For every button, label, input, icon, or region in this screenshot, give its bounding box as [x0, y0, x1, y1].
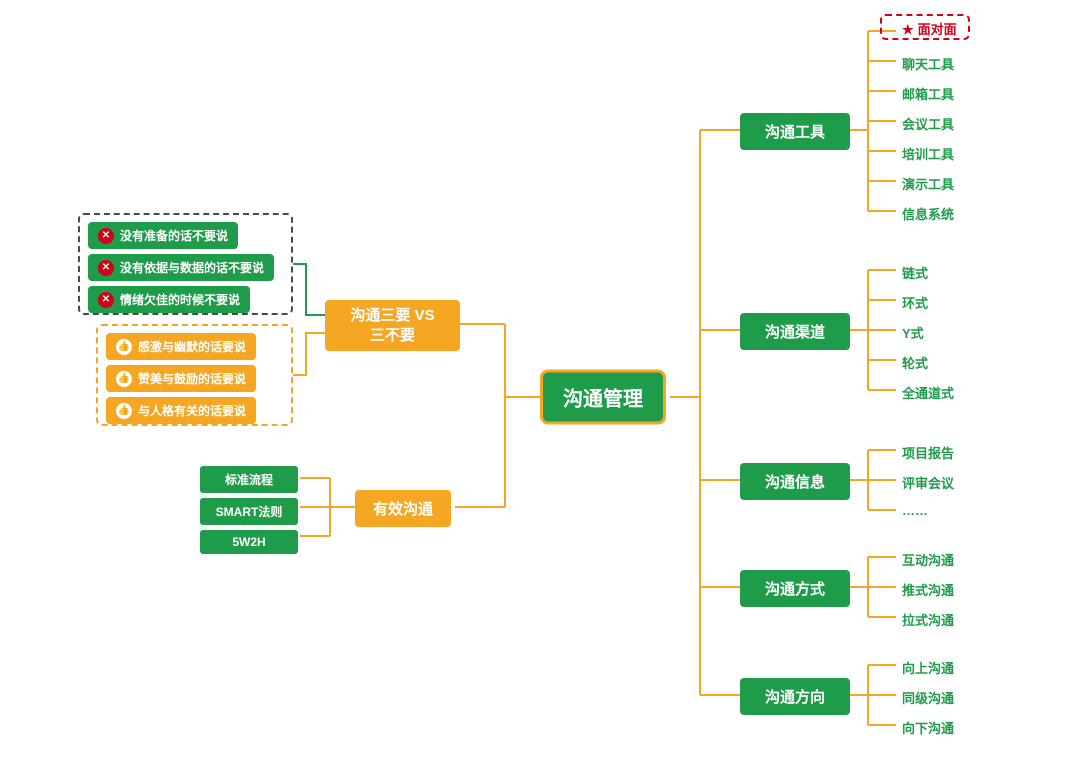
leaf-ch-1: 环式	[902, 293, 928, 312]
leaf-ch-2: Y式	[902, 323, 924, 342]
method-text-1: SMART法则	[216, 505, 283, 519]
branch-info-label: 沟通信息	[765, 471, 825, 492]
do-text-1: 赞美与鼓励的话要说	[138, 370, 246, 387]
method-2: 5W2H	[200, 530, 298, 554]
x-icon: ✕	[98, 260, 114, 276]
leaf-tools-3-text: 会议工具	[902, 117, 954, 132]
leaf-mode-0-text: 互动沟通	[902, 553, 954, 568]
thumb-icon: 👍	[116, 339, 132, 355]
leaf-dir-2: 向下沟通	[902, 718, 954, 737]
star-icon: ★	[902, 22, 914, 38]
leaf-tools-2: 邮箱工具	[902, 84, 954, 103]
leaf-ch-4-text: 全通道式	[902, 386, 954, 401]
branch-direction-label: 沟通方向	[765, 686, 825, 707]
branch-mode: 沟通方式	[740, 570, 850, 607]
branch-mode-label: 沟通方式	[765, 578, 825, 599]
leaf-info-1-text: 评审会议	[902, 476, 954, 491]
leaf-ch-3-text: 轮式	[902, 356, 928, 371]
branch-direction: 沟通方向	[740, 678, 850, 715]
leaf-tools-6-text: 信息系统	[902, 207, 954, 222]
method-1: SMART法则	[200, 498, 298, 525]
dont-pill-0: ✕ 没有准备的话不要说	[88, 222, 238, 249]
leaf-ch-0: 链式	[902, 263, 928, 282]
branch-channels-label: 沟通渠道	[765, 321, 825, 342]
leaf-tools-1-text: 聊天工具	[902, 57, 954, 72]
branch-tools: 沟通工具	[740, 113, 850, 150]
leaf-ch-3: 轮式	[902, 353, 928, 372]
leaf-ch-1-text: 环式	[902, 296, 928, 311]
leaf-dir-0-text: 向上沟通	[902, 661, 954, 676]
leaf-mode-2: 拉式沟通	[902, 610, 954, 629]
do-text-0: 感激与幽默的话要说	[138, 338, 246, 355]
leaf-info-2-text: ……	[902, 503, 928, 518]
three-line2: 三不要	[350, 326, 434, 346]
leaf-tools-5: 演示工具	[902, 174, 954, 193]
do-pill-1: 👍 赞美与鼓励的话要说	[106, 365, 256, 392]
method-0: 标准流程	[200, 466, 298, 493]
dont-text-0: 没有准备的话不要说	[120, 227, 228, 244]
leaf-info-2: ……	[902, 503, 928, 518]
leaf-tools-1: 聊天工具	[902, 54, 954, 73]
leaf-dir-1-text: 同级沟通	[902, 691, 954, 706]
do-pill-2: 👍 与人格有关的话要说	[106, 397, 256, 424]
leaf-info-0: 项目报告	[902, 443, 954, 462]
leaf-dir-2-text: 向下沟通	[902, 721, 954, 736]
leaf-tools-2-text: 邮箱工具	[902, 87, 954, 102]
leaf-mode-0: 互动沟通	[902, 550, 954, 569]
center-label: 沟通管理	[563, 383, 643, 412]
leaf-ch-2-text: Y式	[902, 326, 924, 341]
leaf-info-0-text: 项目报告	[902, 446, 954, 461]
dont-pill-2: ✕ 情绪欠佳的时候不要说	[88, 286, 250, 313]
branch-channels: 沟通渠道	[740, 313, 850, 350]
branch-info: 沟通信息	[740, 463, 850, 500]
branch-tools-label: 沟通工具	[765, 121, 825, 142]
branch-three-dos-donts: 沟通三要 VS 三不要	[325, 300, 460, 351]
do-text-2: 与人格有关的话要说	[138, 402, 246, 419]
three-line1: 沟通三要 VS	[350, 306, 434, 326]
x-icon: ✕	[98, 292, 114, 308]
dont-text-2: 情绪欠佳的时候不要说	[120, 291, 240, 308]
thumb-icon: 👍	[116, 371, 132, 387]
leaf-tools-0: ★ 面对面	[902, 19, 957, 38]
leaf-tools-4-text: 培训工具	[902, 147, 954, 162]
x-icon: ✕	[98, 228, 114, 244]
leaf-tools-6: 信息系统	[902, 204, 954, 223]
leaf-ch-0-text: 链式	[902, 266, 928, 281]
branch-effective: 有效沟通	[355, 490, 451, 527]
do-pill-0: 👍 感激与幽默的话要说	[106, 333, 256, 360]
leaf-mode-2-text: 拉式沟通	[902, 613, 954, 628]
leaf-tools-5-text: 演示工具	[902, 177, 954, 192]
leaf-tools-3: 会议工具	[902, 114, 954, 133]
effective-label: 有效沟通	[373, 498, 433, 519]
dont-pill-1: ✕ 没有依据与数据的话不要说	[88, 254, 274, 281]
leaf-mode-1: 推式沟通	[902, 580, 954, 599]
center-node: 沟通管理	[540, 370, 666, 425]
thumb-icon: 👍	[116, 403, 132, 419]
leaf-tools-0-text: 面对面	[918, 22, 957, 37]
method-text-0: 标准流程	[225, 473, 273, 487]
method-text-2: 5W2H	[232, 535, 265, 549]
dont-text-1: 没有依据与数据的话不要说	[120, 259, 264, 276]
leaf-dir-1: 同级沟通	[902, 688, 954, 707]
leaf-info-1: 评审会议	[902, 473, 954, 492]
leaf-ch-4: 全通道式	[902, 383, 954, 402]
leaf-tools-4: 培训工具	[902, 144, 954, 163]
leaf-dir-0: 向上沟通	[902, 658, 954, 677]
leaf-mode-1-text: 推式沟通	[902, 583, 954, 598]
